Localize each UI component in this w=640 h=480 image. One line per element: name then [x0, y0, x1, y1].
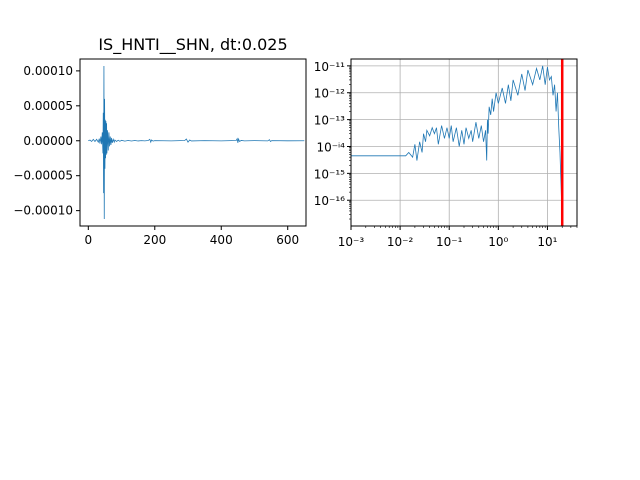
spectrum-ticks: 10⁻³ 10⁻² 10⁻¹ 10⁰ 10¹ 10⁻¹¹ 10⁻¹² 10⁻¹³ 10⁻ⁱ⁴ 10… — [314, 60, 578, 249]
x-tick-label: 200 — [143, 233, 166, 247]
time-series-frame — [79, 58, 307, 227]
x-tick-label: 400 — [210, 233, 233, 247]
spectrum-line — [351, 65, 563, 225]
x-tick-label: 10⁰ — [488, 235, 508, 249]
y-tick-label: 10⁻¹¹ — [314, 60, 345, 74]
y-tick-label: 0.00010 — [23, 64, 73, 78]
x-tick-label: 0 — [84, 233, 92, 247]
x-tick-label: 10⁻³ — [338, 235, 365, 249]
y-tick-label: 10⁻¹⁶ — [314, 194, 345, 208]
y-tick-label: 10⁻¹³ — [314, 114, 345, 128]
y-tick-label: 10⁻ⁱ⁴ — [316, 140, 345, 154]
time-series-line — [88, 65, 305, 220]
spectrum-frame — [350, 58, 578, 227]
spectrum-axes: 10⁻³ 10⁻² 10⁻¹ 10⁰ 10¹ 10⁻¹¹ 10⁻¹² 10⁻¹³ 10⁻ⁱ⁴ 10… — [314, 58, 578, 249]
time-series-plot-area — [88, 65, 305, 220]
chart-title: IS_HNTI__SHN, dt:0.025 — [98, 35, 287, 55]
time-series-ticks: 0 200 400 600 0.00010 0.00005 0.00000 −0.00005 −… — [13, 64, 299, 247]
y-tick-label: −0.00005 — [13, 169, 73, 183]
y-tick-label: 10⁻¹² — [314, 87, 345, 101]
y-tick-label: 0.00000 — [23, 134, 73, 148]
x-tick-label: 10⁻² — [387, 235, 414, 249]
x-tick-label: 10¹ — [537, 235, 557, 249]
time-series-axes: IS_HNTI__SHN, dt:0.025 0 200 400 600 0.00010… — [13, 35, 307, 247]
y-tick-label: −0.00010 — [13, 204, 73, 218]
x-tick-label: 10⁻¹ — [436, 235, 463, 249]
x-tick-label: 600 — [276, 233, 299, 247]
y-tick-label: 0.00005 — [23, 99, 73, 113]
y-tick-label: 10⁻¹⁵ — [314, 167, 345, 181]
spectrum-plot-area — [351, 59, 564, 226]
